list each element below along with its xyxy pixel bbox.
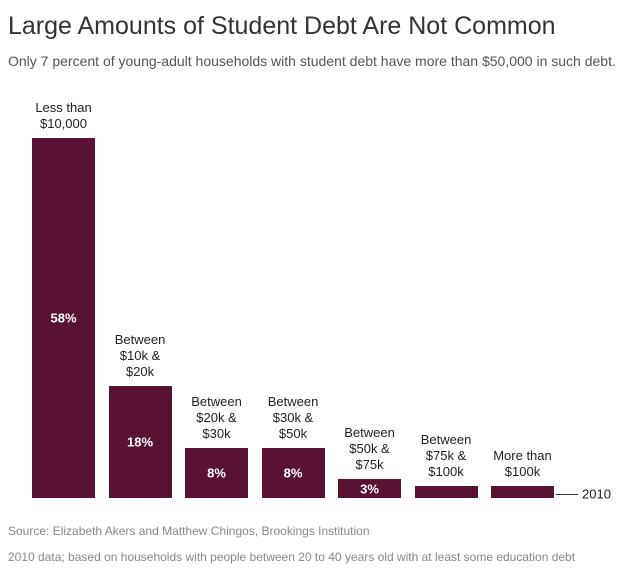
category-label: Between $10k & $20k bbox=[114, 332, 166, 380]
bar bbox=[491, 485, 554, 498]
category-label: Between $30k & $50k bbox=[267, 394, 319, 442]
bar bbox=[32, 138, 95, 498]
data-label: 18% bbox=[126, 434, 154, 450]
bar bbox=[185, 448, 248, 498]
category-label: Less than $10,000 bbox=[35, 100, 92, 131]
category-label: More than $100k bbox=[493, 447, 552, 479]
bar bbox=[261, 448, 325, 498]
annotation-line bbox=[556, 494, 578, 495]
footnote: 2010 data; based on households with peop… bbox=[8, 550, 576, 564]
source: Source: Elizabeth Akers and Matthew Chin… bbox=[8, 524, 370, 538]
bar bbox=[108, 386, 172, 498]
chart-title: Large Amounts of Student Debt Are Not Co… bbox=[8, 12, 556, 40]
bar bbox=[414, 485, 478, 498]
bar bbox=[338, 479, 401, 498]
category-label: Between $50k & $75k bbox=[344, 425, 395, 473]
chart-subtitle: Only 7 percent of young-adult households… bbox=[8, 53, 616, 69]
annotation: 2010 bbox=[582, 486, 611, 502]
data-label: 8% bbox=[283, 465, 303, 481]
data-label: 58% bbox=[50, 310, 77, 326]
category-label: Between $75k & $100k bbox=[420, 431, 472, 479]
category-label: Between $20k & $30k bbox=[191, 394, 242, 442]
data-label: 3% bbox=[360, 481, 379, 497]
data-label: 8% bbox=[207, 465, 226, 481]
